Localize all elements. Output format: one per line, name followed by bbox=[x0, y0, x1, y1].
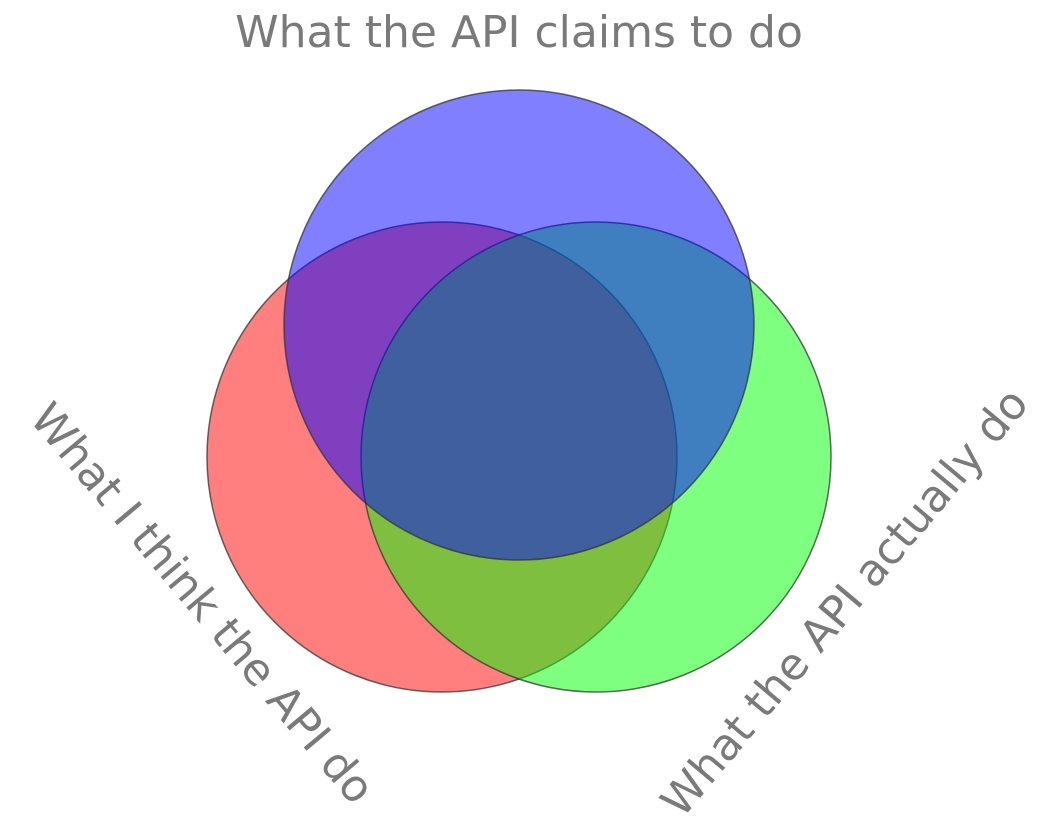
label-claims: What the API claims to do bbox=[235, 7, 803, 58]
set-circle-claims bbox=[283, 89, 755, 561]
